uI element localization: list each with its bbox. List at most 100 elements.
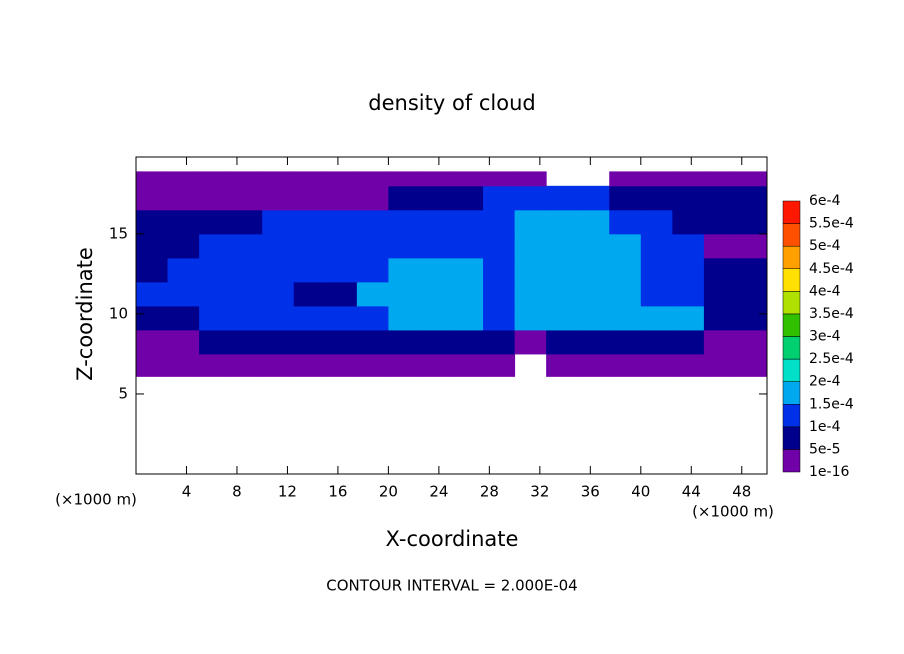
field-cell xyxy=(514,329,547,355)
field-cell xyxy=(167,233,200,259)
field-cell xyxy=(230,257,263,283)
field-cell xyxy=(262,329,295,355)
field-cell xyxy=(609,329,642,355)
field-cell xyxy=(735,233,768,259)
field-cell xyxy=(199,353,232,377)
field-cell xyxy=(325,305,358,331)
field-cell xyxy=(388,353,421,377)
field-cell xyxy=(609,281,642,307)
field-cell xyxy=(546,185,579,211)
field-cell xyxy=(451,185,484,211)
field-cell xyxy=(483,171,516,187)
field-cell xyxy=(483,305,516,331)
field-cell xyxy=(483,185,516,211)
colorbar-box xyxy=(782,449,801,473)
field-cell xyxy=(451,257,484,283)
field-cell xyxy=(672,305,705,331)
colorbar-label: 4e-4 xyxy=(809,283,841,299)
field-cell xyxy=(419,171,452,187)
field-cell xyxy=(703,233,736,259)
field-cell xyxy=(735,185,768,211)
field-cell xyxy=(167,329,200,355)
field-cell xyxy=(325,281,358,307)
field-cell xyxy=(388,171,421,187)
field-cell xyxy=(293,257,326,283)
field-cell xyxy=(136,329,169,355)
x-axis-label: X-coordinate xyxy=(386,527,519,551)
colorbar-box xyxy=(782,223,801,247)
colorbar-box xyxy=(782,245,801,270)
colorbar-box xyxy=(782,426,801,450)
x-tick-label: 28 xyxy=(480,483,499,501)
field-cell xyxy=(356,185,389,211)
field-cell xyxy=(262,281,295,307)
field-cell xyxy=(577,329,610,355)
field-cell xyxy=(136,281,169,307)
field-cell xyxy=(230,233,263,259)
field-cell xyxy=(577,353,610,377)
colorbar-box xyxy=(782,313,801,337)
field-cell xyxy=(230,329,263,355)
colorbar-label: 4.5e-4 xyxy=(809,261,854,277)
field-cell xyxy=(262,305,295,331)
field-cell xyxy=(640,171,673,187)
field-cell xyxy=(672,185,705,211)
field-cell xyxy=(262,185,295,211)
field-cell xyxy=(703,185,736,211)
field-cell xyxy=(388,209,421,235)
field-cell xyxy=(325,209,358,235)
field-cell xyxy=(230,281,263,307)
field-cell xyxy=(609,185,642,211)
field-cell xyxy=(356,233,389,259)
field-cell xyxy=(703,353,736,377)
field-cell xyxy=(672,353,705,377)
y-tick-label: 10 xyxy=(109,304,128,322)
field-cell xyxy=(703,329,736,355)
field-cell xyxy=(735,257,768,283)
colorbar-box xyxy=(782,404,801,428)
field-cell xyxy=(483,257,516,283)
field xyxy=(136,171,768,377)
colorbar-label: 6e-4 xyxy=(809,193,841,209)
field-cell xyxy=(293,171,326,187)
field-cell xyxy=(735,353,768,377)
x-tick-label: 40 xyxy=(631,483,650,501)
field-cell xyxy=(293,185,326,211)
field-cell xyxy=(546,353,579,377)
colorbar-label: 3e-4 xyxy=(809,329,841,345)
field-cell xyxy=(703,209,736,235)
field-cell xyxy=(672,257,705,283)
colorbar-label: 1e-4 xyxy=(809,419,841,435)
field-cell xyxy=(672,281,705,307)
field-cell xyxy=(293,329,326,355)
field-cell xyxy=(136,257,169,283)
field-cell xyxy=(388,329,421,355)
field-cell xyxy=(483,233,516,259)
colorbar-label: 5e-4 xyxy=(809,238,841,254)
field-cell xyxy=(640,185,673,211)
colorbar-box xyxy=(782,268,801,292)
field-cell xyxy=(167,353,200,377)
field-cell xyxy=(451,281,484,307)
field-cell xyxy=(167,257,200,283)
field-cell xyxy=(735,281,768,307)
field-cell xyxy=(514,281,547,307)
field-cell xyxy=(136,233,169,259)
colorbar-box xyxy=(782,381,801,405)
field-cell xyxy=(546,281,579,307)
colorbar-box xyxy=(782,291,801,315)
field-cell xyxy=(735,329,768,355)
field-cell xyxy=(136,305,169,331)
field-cell xyxy=(199,209,232,235)
field-cell xyxy=(672,233,705,259)
field-cell xyxy=(167,209,200,235)
field-cell xyxy=(577,281,610,307)
field-cell xyxy=(640,209,673,235)
field-cell xyxy=(577,209,610,235)
y-axis-label: Z-coordinate xyxy=(73,247,97,381)
field-cell xyxy=(199,281,232,307)
field-cell xyxy=(483,353,516,377)
x-tick-label: 4 xyxy=(182,483,192,501)
colorbar-box xyxy=(782,336,801,360)
